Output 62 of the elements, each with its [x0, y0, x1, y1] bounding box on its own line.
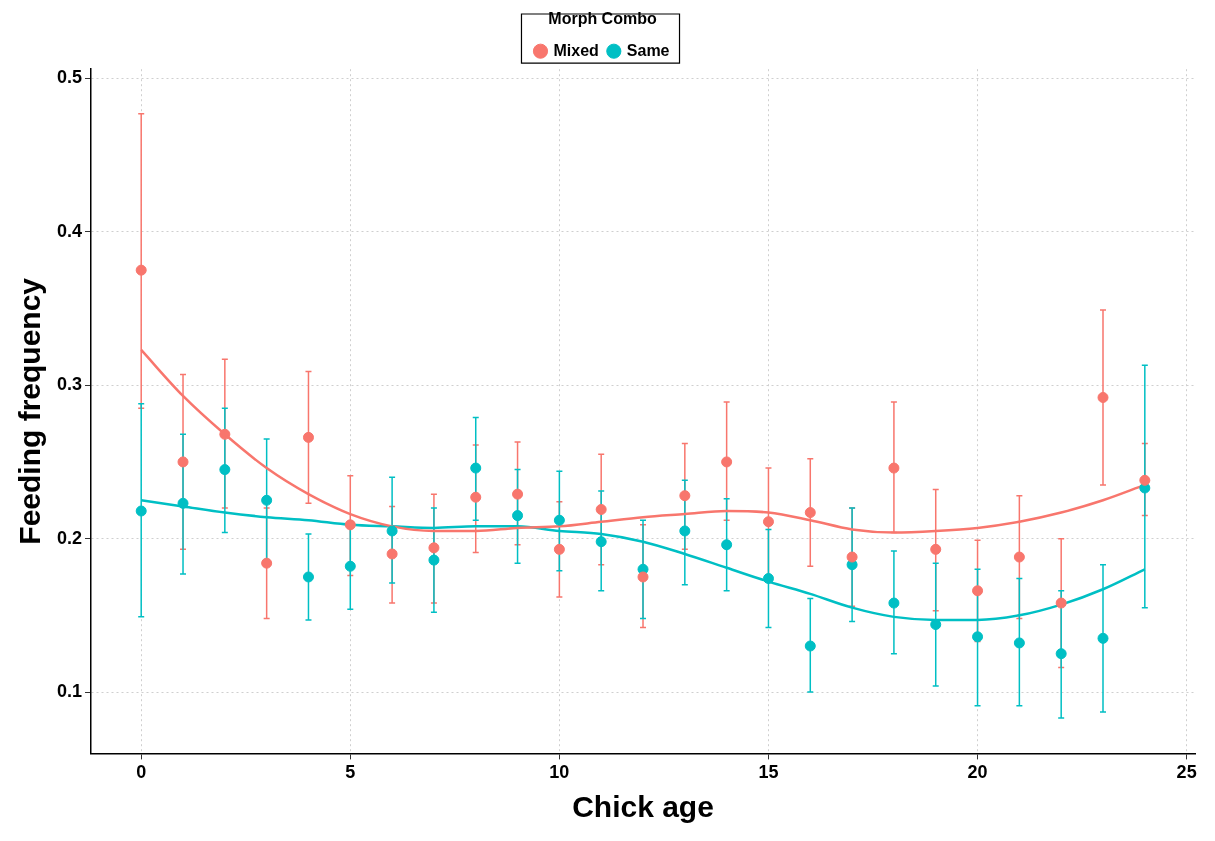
point — [679, 525, 691, 537]
legend-label: Same — [626, 41, 670, 59]
point — [762, 516, 774, 528]
x-tick-label: 25 — [1176, 762, 1197, 783]
point — [846, 551, 858, 563]
x-tick-label: 5 — [345, 762, 356, 783]
point — [135, 264, 147, 276]
point — [679, 490, 691, 502]
y-tick-label: 0.3 — [56, 374, 83, 395]
point — [344, 519, 356, 531]
point — [344, 560, 356, 572]
point — [721, 539, 733, 551]
point — [470, 462, 482, 474]
x-axis-title: Chick age — [572, 790, 714, 824]
point — [219, 464, 231, 476]
point — [386, 525, 398, 537]
point — [804, 507, 816, 519]
point — [637, 571, 649, 583]
point — [1013, 637, 1025, 649]
point — [1055, 648, 1067, 660]
y-axis-title: Feeding frequency — [13, 277, 47, 545]
point — [1097, 391, 1109, 403]
legend-title: Morph Combo — [548, 10, 657, 28]
point — [512, 488, 524, 500]
point — [1013, 551, 1025, 563]
point — [595, 536, 607, 548]
point — [470, 491, 482, 503]
point — [930, 543, 942, 555]
point — [428, 554, 440, 566]
point — [721, 456, 733, 468]
point — [972, 631, 984, 643]
x-tick-label: 10 — [549, 762, 570, 783]
point — [888, 462, 900, 474]
point — [386, 548, 398, 560]
point — [302, 431, 314, 443]
point — [972, 585, 984, 597]
point — [512, 510, 524, 522]
point — [762, 573, 774, 585]
x-tick-label: 0 — [136, 762, 147, 783]
point — [553, 514, 565, 526]
legend-label: Mixed — [553, 41, 599, 59]
y-tick-label: 0.1 — [56, 681, 83, 702]
y-tick-label: 0.2 — [56, 527, 83, 548]
point — [261, 557, 273, 569]
y-tick-label: 0.5 — [56, 67, 83, 88]
x-tick-label: 15 — [758, 762, 779, 783]
point — [1055, 597, 1067, 609]
point — [553, 543, 565, 555]
point — [804, 640, 816, 652]
point — [219, 428, 231, 440]
y-tick-label: 0.4 — [56, 220, 83, 241]
x-tick-label: 20 — [967, 762, 988, 783]
point — [261, 494, 273, 506]
point — [1097, 632, 1109, 644]
point — [135, 505, 147, 517]
point — [595, 503, 607, 515]
point — [177, 456, 189, 468]
point — [1139, 474, 1151, 486]
point — [888, 597, 900, 609]
point — [302, 571, 314, 583]
point — [177, 497, 189, 509]
point — [428, 542, 440, 554]
